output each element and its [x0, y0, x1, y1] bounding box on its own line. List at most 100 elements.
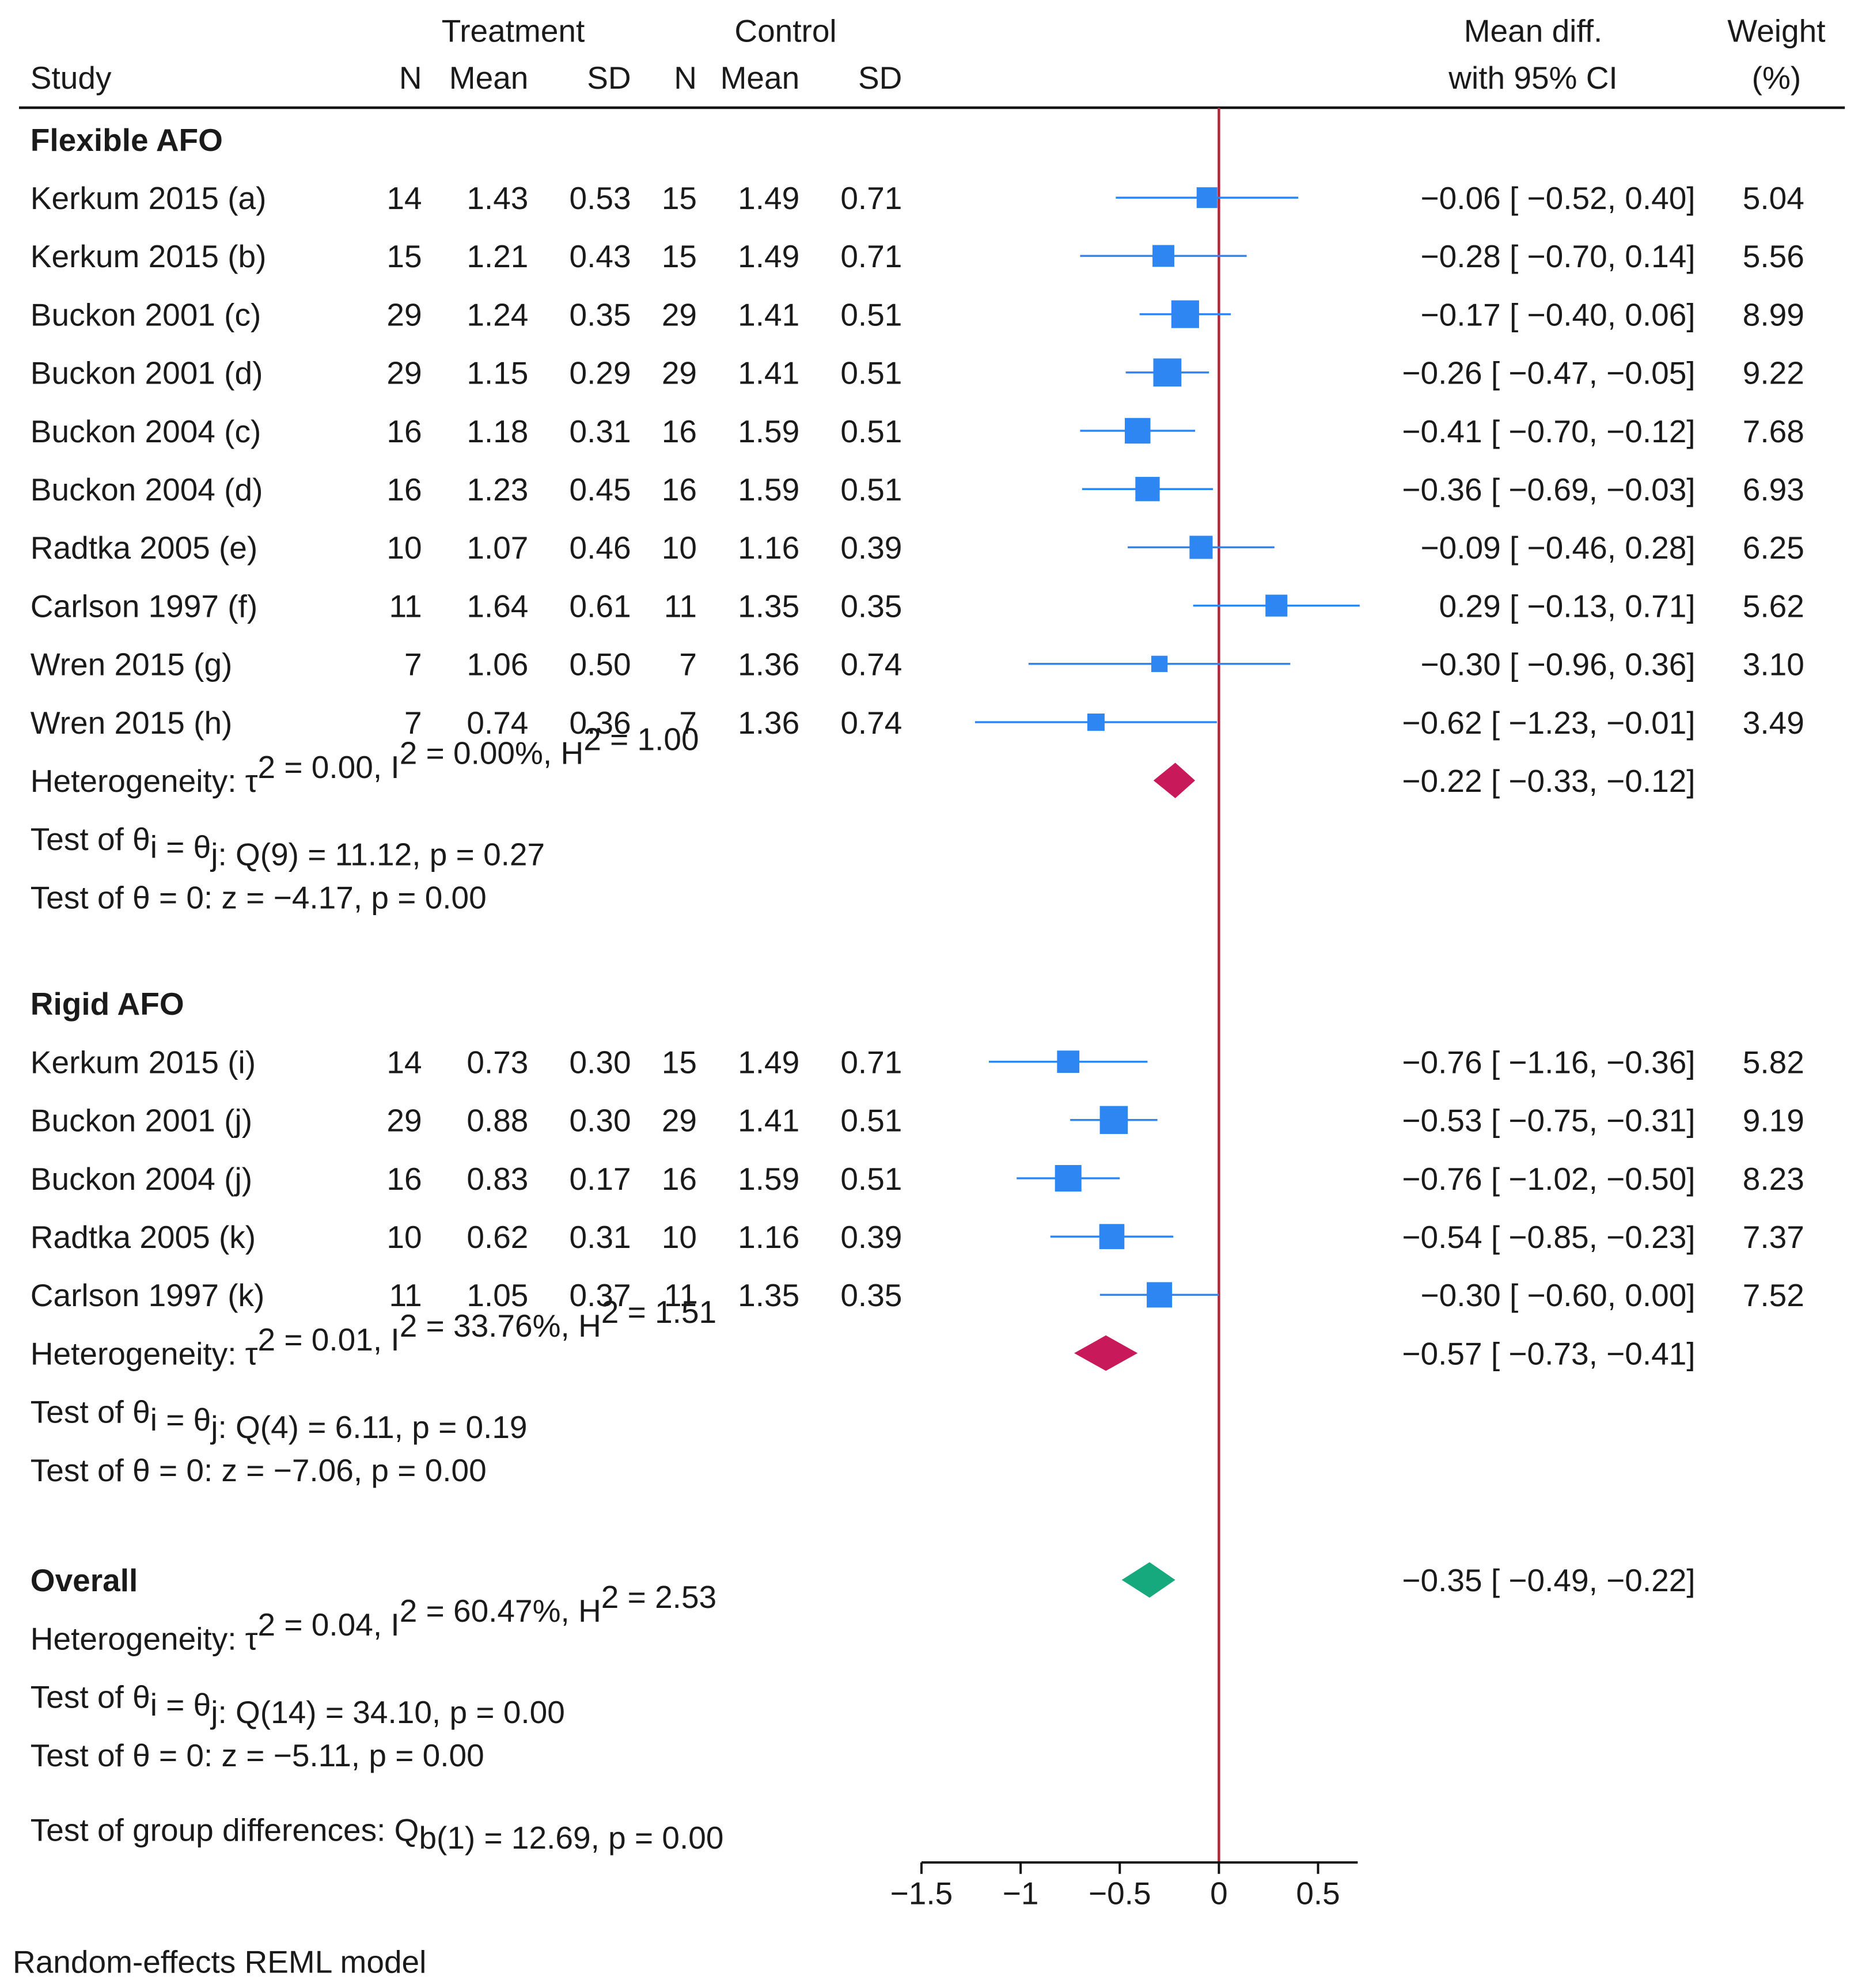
treatment-n: 16: [386, 1161, 422, 1197]
control-sd: 0.51: [840, 1103, 902, 1139]
treatment-sd: 0.46: [570, 530, 631, 566]
control-mean: 1.16: [738, 1219, 799, 1255]
control-sd: 0.39: [840, 1219, 902, 1255]
study-marker: [1135, 477, 1160, 502]
study-marker: [1124, 418, 1151, 444]
mean-diff-ci: −0.54 [ −0.85, −0.23]: [1402, 1219, 1695, 1255]
rigid-summary-ci: −0.57 [ −0.73, −0.41]: [1402, 1336, 1695, 1371]
overall-summary-ci: −0.35 [ −0.49, −0.22]: [1402, 1562, 1695, 1598]
weight-value: 3.49: [1743, 705, 1804, 741]
x-axis-tick-label: −0.5: [1089, 1876, 1151, 1911]
control-n: 15: [662, 238, 697, 274]
treatment-n: 7: [404, 705, 422, 741]
weight-header-line1: Weight: [1727, 13, 1825, 49]
control-n: 29: [662, 355, 697, 391]
flexible-summary-diamond: [1153, 762, 1196, 798]
mean-diff-ci: −0.41 [ −0.70, −0.12]: [1402, 413, 1695, 449]
study-marker: [1055, 1164, 1082, 1192]
control-mean: 1.49: [738, 238, 799, 274]
treatment-mean: 1.06: [467, 647, 528, 682]
mean-diff-ci: −0.17 [ −0.40, 0.06]: [1421, 297, 1696, 332]
control-mean: 1.59: [738, 1161, 799, 1197]
control-sd: 0.51: [840, 472, 902, 507]
control-mean: 1.41: [738, 355, 799, 391]
control-n: 11: [664, 588, 697, 624]
control-mean: 1.16: [738, 530, 799, 566]
control-mean: 1.36: [738, 647, 799, 682]
treatment-sd: 0.61: [570, 588, 631, 624]
treatment-sd: 0.30: [570, 1103, 631, 1139]
study-marker: [1171, 300, 1199, 328]
control-mean: 1.49: [738, 1044, 799, 1080]
study-label: Radtka 2005 (k): [31, 1219, 256, 1255]
treatment-sd: 0.37: [570, 1277, 631, 1313]
treatment-mean: 0.73: [467, 1044, 528, 1080]
treatment-n: 10: [386, 530, 422, 566]
treatment-mean: 1.05: [467, 1277, 528, 1313]
weight-value: 8.23: [1743, 1161, 1804, 1197]
study-marker: [1099, 1224, 1125, 1249]
control-sd-header: SD: [858, 60, 902, 96]
treatment-sd: 0.45: [570, 472, 631, 507]
treatment-n: 16: [386, 472, 422, 507]
control-n: 10: [662, 530, 697, 566]
study-marker: [1057, 1050, 1080, 1073]
treatment-sd-header: SD: [587, 60, 631, 96]
study-label: Kerkum 2015 (b): [31, 238, 267, 274]
model-note: Random-effects REML model: [13, 1944, 426, 1979]
control-sd: 0.71: [840, 180, 902, 216]
study-label: Buckon 2004 (d): [31, 472, 263, 507]
treatment-n: 7: [404, 647, 422, 682]
effect-header-line1: Mean diff.: [1464, 13, 1603, 49]
control-mean: 1.41: [738, 297, 799, 332]
weight-value: 8.99: [1743, 297, 1804, 332]
study-label: Buckon 2004 (j): [31, 1161, 252, 1197]
treatment-mean: 0.88: [467, 1103, 528, 1139]
weight-value: 6.93: [1743, 472, 1804, 507]
mean-diff-ci: −0.30 [ −0.60, 0.00]: [1421, 1277, 1696, 1313]
treatment-n: 11: [389, 1277, 422, 1313]
study-marker: [1265, 594, 1288, 617]
study-label: Carlson 1997 (f): [31, 588, 257, 624]
study-column-header: Study: [31, 60, 112, 96]
control-mean: 1.35: [738, 588, 799, 624]
treatment-sd: 0.17: [570, 1161, 631, 1197]
treatment-mean: 1.23: [467, 472, 528, 507]
rigid-q-test: Test of θi = θj: Q(4) = 6.11, p = 0.19: [31, 1394, 528, 1445]
mean-diff-ci: −0.62 [ −1.23, −0.01]: [1402, 705, 1695, 741]
treatment-mean-header: Mean: [449, 60, 529, 96]
treatment-n: 15: [386, 238, 422, 274]
treatment-mean: 0.62: [467, 1219, 528, 1255]
study-marker: [1087, 713, 1105, 731]
mean-diff-ci: 0.29 [ −0.13, 0.71]: [1439, 588, 1696, 624]
control-mean: 1.36: [738, 705, 799, 741]
weight-value: 5.56: [1743, 238, 1804, 274]
treatment-header: Treatment: [442, 13, 585, 49]
overall-summary-diamond: [1121, 1562, 1175, 1598]
treatment-n-header: N: [399, 60, 422, 96]
control-sd: 0.74: [840, 705, 902, 741]
control-sd: 0.39: [840, 530, 902, 566]
weight-value: 7.52: [1743, 1277, 1804, 1313]
control-mean: 1.59: [738, 413, 799, 449]
treatment-n: 10: [386, 1219, 422, 1255]
weight-value: 6.25: [1743, 530, 1804, 566]
overall-heterogeneity: Heterogeneity: τ2 = 0.04, I2 = 60.47%, H…: [31, 1579, 716, 1657]
control-n: 11: [664, 1277, 697, 1313]
treatment-mean: 1.64: [467, 588, 528, 624]
control-mean: 1.49: [738, 180, 799, 216]
flexible-z-test: Test of θ = 0: z = −4.17, p = 0.00: [31, 879, 487, 915]
control-sd: 0.35: [840, 588, 902, 624]
study-label: Buckon 2001 (d): [31, 355, 263, 391]
treatment-mean: 1.15: [467, 355, 528, 391]
study-label: Buckon 2001 (j): [31, 1103, 252, 1139]
treatment-sd: 0.43: [570, 238, 631, 274]
study-label: Kerkum 2015 (a): [31, 180, 267, 216]
weight-value: 7.37: [1743, 1219, 1804, 1255]
control-sd: 0.51: [840, 1161, 902, 1197]
control-n: 7: [679, 705, 697, 741]
group-differences-test: Test of group differences: Qb(1) = 12.69…: [31, 1812, 724, 1856]
mean-diff-ci: −0.28 [ −0.70, 0.14]: [1421, 238, 1696, 274]
